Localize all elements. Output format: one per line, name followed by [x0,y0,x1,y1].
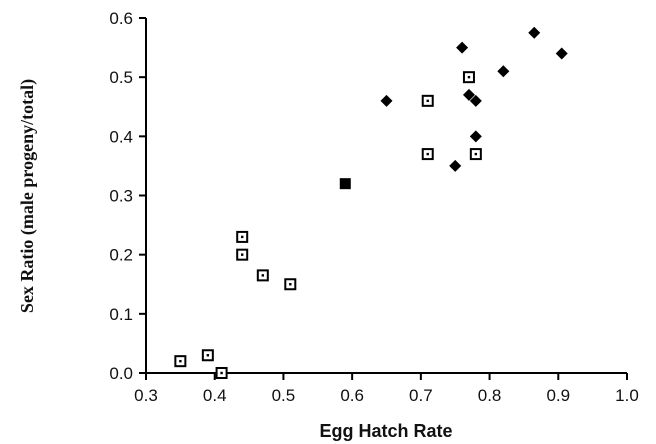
open-square-center-dot [179,359,182,363]
open-square-marker [174,355,187,368]
open-square-center-dot [241,253,244,256]
data-points [174,26,568,379]
open-square-center-dot [261,274,265,277]
diamond-marker [469,94,482,107]
y-tick-label: 0.0 [109,364,133,383]
open-square-center-dot [206,354,210,357]
open-square-marker [256,269,269,282]
x-tick-label: 0.3 [134,386,158,405]
open-square-center-dot [220,371,223,375]
x-tick-label: 0.7 [409,386,433,405]
axes [145,18,627,374]
diamond-marker [462,88,475,101]
open-square-marker [421,148,434,161]
x-tick-label: 0.6 [340,386,364,405]
x-axis-title: Egg Hatch Rate [319,421,452,441]
y-tick-label: 0.1 [109,305,133,324]
open-square-marker [236,248,249,261]
open-square-marker [236,230,249,243]
open-square-marker [421,94,434,107]
open-square-marker [284,278,297,291]
filled-square-marker [339,178,351,190]
y-tick-label: 0.2 [109,246,133,265]
open-square-center-dot [426,152,429,156]
y-tick-label: 0.4 [109,127,133,146]
ticks [139,17,628,380]
diamond-marker [449,159,462,172]
open-square-marker [469,148,482,161]
diamond-marker [456,41,469,54]
diamond-marker [555,47,568,60]
y-tick-label: 0.6 [109,9,133,28]
y-axis-title: Sex Ratio (male progeny/total) [17,79,38,313]
open-square-center-dot [474,152,478,156]
open-square-marker [215,367,228,379]
x-tick-label: 0.8 [478,386,502,405]
x-tick-label: 1.0 [615,386,639,405]
diamond-marker [380,94,393,107]
open-square-center-dot [467,75,471,79]
open-square-marker [201,349,214,362]
diamond-marker [469,130,482,143]
diamond-marker [497,65,510,78]
open-square-marker [462,71,475,84]
tick-labels: 0.3 0.4 0.5 0.6 0.7 0.8 0.9 1.0 0.0 0.1 0.2 0.3 0.4 0… [109,9,638,405]
open-square-center-dot [289,283,292,286]
y-tick-label: 0.3 [109,187,133,206]
x-tick-label: 0.4 [203,386,227,405]
x-tick-label: 0.9 [546,386,570,405]
open-square-center-dot [426,99,429,103]
y-tick-label: 0.5 [109,68,133,87]
diamond-marker [528,26,541,39]
open-square-center-dot [241,235,244,239]
x-tick-label: 0.5 [272,386,296,405]
